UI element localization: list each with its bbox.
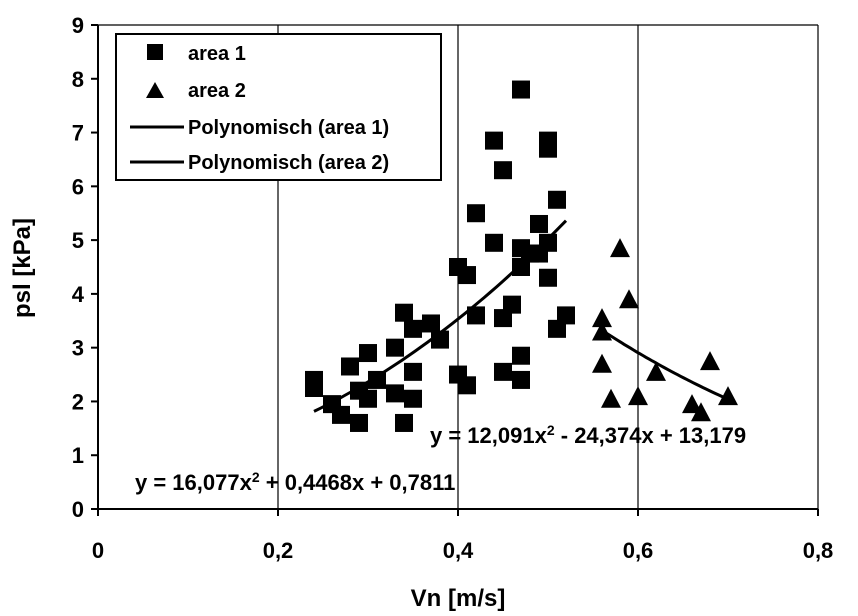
point-area-1 — [512, 346, 530, 365]
point-area-1 — [512, 370, 530, 389]
point-area-2 — [619, 289, 639, 309]
point-area-1 — [458, 376, 476, 395]
point-area-1 — [548, 190, 566, 209]
point-area-1 — [359, 389, 377, 408]
point-area-2 — [718, 386, 738, 406]
point-area-1 — [332, 405, 350, 424]
point-area-2 — [628, 386, 648, 406]
x-tick-label: 0,6 — [623, 538, 654, 563]
data-points — [305, 80, 738, 432]
point-area-1 — [404, 389, 422, 408]
point-area-2 — [592, 321, 612, 341]
point-area-1 — [512, 80, 530, 99]
point-area-1 — [467, 204, 485, 223]
point-area-1 — [368, 370, 386, 389]
point-area-1 — [341, 357, 359, 376]
y-tick-label: 1 — [72, 443, 84, 468]
point-area-1 — [485, 131, 503, 150]
legend: area 1 area 2 Polynomisch (area 1) Polyn… — [115, 33, 442, 181]
point-area-1 — [431, 330, 449, 349]
equation-area-1: y = 16,077x2 + 0,4468x + 0,7811 — [135, 469, 455, 495]
x-tick-label: 0,4 — [443, 538, 474, 563]
legend-label-trend-1: Polynomisch (area 1) — [188, 117, 389, 139]
point-area-1 — [395, 413, 413, 432]
legend-label-area-2: area 2 — [188, 80, 246, 102]
y-tick-label: 3 — [72, 336, 84, 361]
legend-marker-area-1 — [147, 44, 163, 60]
legend-marker-area-2 — [146, 82, 164, 98]
point-area-1 — [395, 303, 413, 322]
y-tick-label: 0 — [72, 497, 84, 522]
grid — [98, 24, 819, 509]
trendline-area-2 — [601, 329, 729, 401]
point-area-1 — [539, 268, 557, 287]
point-area-1 — [539, 233, 557, 252]
point-area-1 — [386, 384, 404, 403]
point-area-1 — [494, 161, 512, 180]
legend-label-trend-2: Polynomisch (area 2) — [188, 152, 389, 174]
y-tick-label: 9 — [72, 13, 84, 38]
point-area-2 — [691, 402, 711, 422]
point-area-2 — [700, 351, 720, 371]
point-area-1 — [404, 319, 422, 338]
point-area-1 — [557, 306, 575, 325]
y-tick-label: 5 — [72, 228, 84, 253]
point-area-2 — [601, 388, 621, 408]
y-tick-label: 6 — [72, 174, 84, 199]
point-area-1 — [350, 413, 368, 432]
x-axis-title: Vn [m/s] — [411, 585, 506, 612]
point-area-1 — [530, 214, 548, 233]
point-area-2 — [682, 394, 702, 414]
point-area-1 — [305, 379, 323, 397]
point-area-1 — [386, 338, 404, 357]
y-tick-label: 7 — [72, 121, 84, 146]
x-tick-label: 0,8 — [803, 538, 834, 563]
point-area-1 — [503, 295, 521, 314]
point-area-2 — [592, 308, 612, 328]
y-tick-label: 4 — [72, 282, 85, 307]
point-area-1 — [359, 344, 377, 363]
y-axis-title: psl [kPa] — [9, 218, 36, 318]
y-tick-label: 8 — [72, 67, 84, 92]
legend-box — [115, 33, 442, 181]
x-tick-label: 0,2 — [263, 538, 294, 563]
y-tick-label: 2 — [72, 389, 84, 414]
point-area-1 — [485, 233, 503, 252]
point-area-1 — [458, 266, 476, 285]
axes: 0 1 2 3 4 5 6 7 8 9 0 0,2 0,4 0,6 0,8 — [72, 13, 834, 563]
legend-label-area-1: area 1 — [188, 43, 246, 65]
point-area-1 — [404, 362, 422, 381]
point-area-1 — [494, 362, 512, 381]
equation-area-2: y = 12,091x2 - 24,374x + 13,179 — [430, 422, 746, 448]
point-area-2 — [610, 238, 630, 258]
x-tick-label: 0 — [92, 538, 104, 563]
point-area-1 — [467, 306, 485, 325]
point-area-2 — [646, 361, 666, 381]
point-area-1 — [539, 139, 557, 158]
point-area-2 — [592, 353, 612, 373]
point-area-1 — [422, 314, 440, 333]
